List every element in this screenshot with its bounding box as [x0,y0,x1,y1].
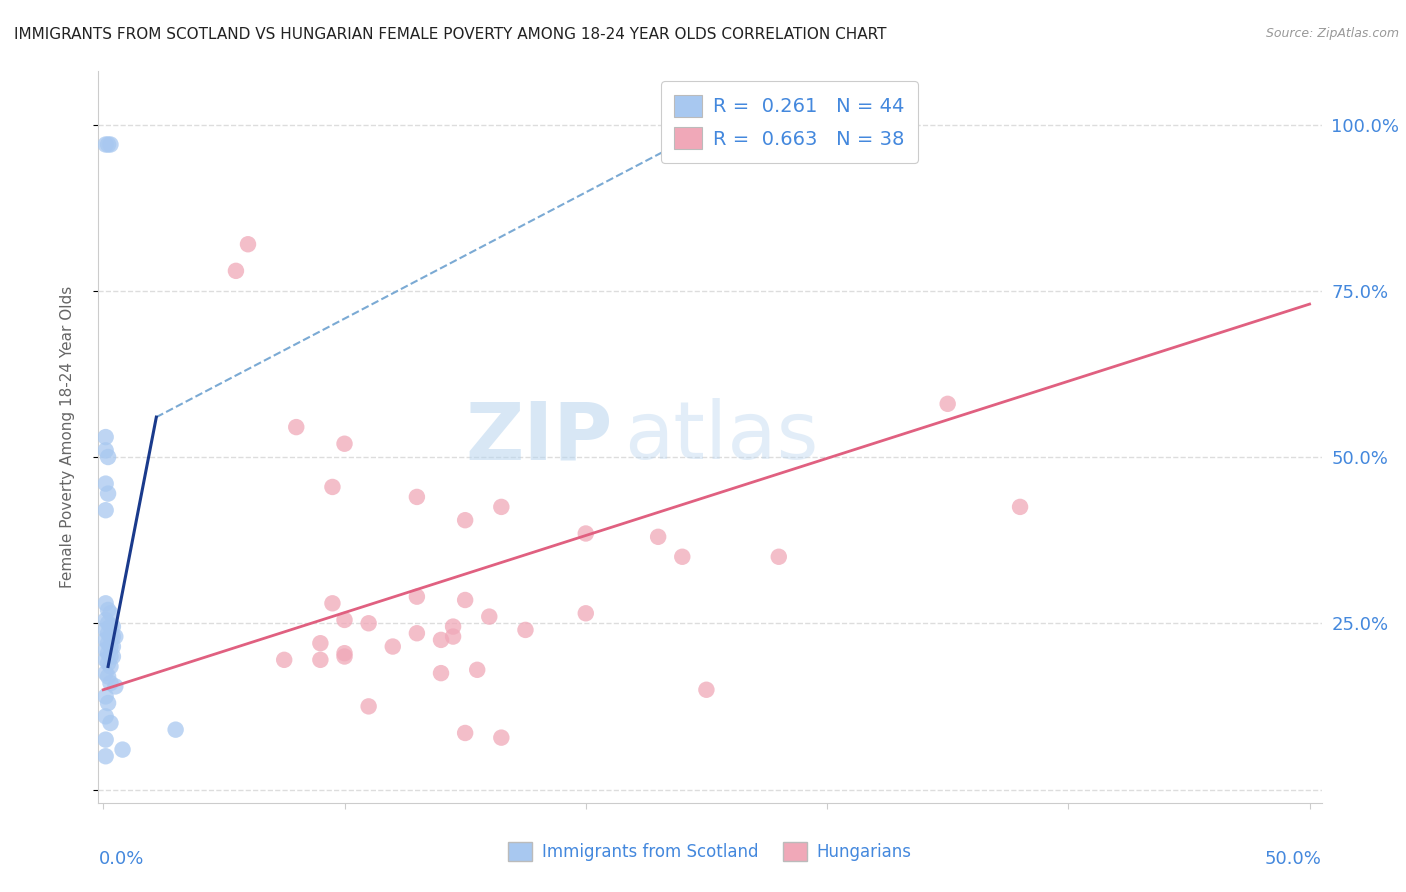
Point [225,264,247,278]
Point [94,613,117,627]
Text: 50.0%: 50.0% [1265,850,1322,868]
Point [100,640,122,654]
Point [104,680,127,694]
Point [768,549,790,564]
Point [491,731,513,745]
Point [441,630,464,644]
Point [97,669,120,683]
Text: ZIP: ZIP [465,398,612,476]
Point [381,640,404,654]
Point [309,636,332,650]
Point [94,623,117,637]
Point [491,500,513,514]
Point [406,626,429,640]
Point [671,549,693,564]
Point [111,742,134,756]
Point [333,436,356,450]
Point [101,619,124,633]
Point [236,237,259,252]
Point [94,596,117,610]
Point [94,503,117,517]
Point [333,649,356,664]
Point [309,653,332,667]
Point [454,593,477,607]
Point [100,630,122,644]
Point [97,636,120,650]
Point [515,623,537,637]
Point [94,430,117,444]
Point [94,653,117,667]
Point [575,526,598,541]
Y-axis label: Female Poverty Among 18-24 Year Olds: Female Poverty Among 18-24 Year Olds [60,286,75,588]
Point [97,486,120,500]
Point [936,397,959,411]
Text: atlas: atlas [624,398,818,476]
Text: 0.0%: 0.0% [98,850,143,868]
Point [94,732,117,747]
Point [1010,500,1032,514]
Point [333,613,356,627]
Point [94,632,117,647]
Point [321,480,343,494]
Point [441,619,464,633]
Point [430,632,453,647]
Point [285,420,308,434]
Point [454,513,477,527]
Point [94,476,117,491]
Point [333,646,356,660]
Point [165,723,187,737]
Point [454,726,477,740]
Legend: Immigrants from Scotland, Hungarians: Immigrants from Scotland, Hungarians [502,835,918,868]
Point [94,443,117,458]
Point [101,649,124,664]
Point [100,137,122,152]
Point [97,616,120,631]
Point [100,659,122,673]
Point [104,630,127,644]
Point [94,709,117,723]
Point [100,619,122,633]
Point [100,607,122,621]
Point [465,663,488,677]
Point [647,530,669,544]
Point [357,616,380,631]
Point [100,676,122,690]
Text: Source: ZipAtlas.com: Source: ZipAtlas.com [1265,27,1399,40]
Point [695,682,717,697]
Point [97,450,120,464]
Point [94,690,117,704]
Point [97,696,120,710]
Point [97,137,120,152]
Point [357,699,380,714]
Point [94,666,117,681]
Point [478,609,501,624]
Point [430,666,453,681]
Point [97,626,120,640]
Point [101,630,124,644]
Point [406,490,429,504]
Text: IMMIGRANTS FROM SCOTLAND VS HUNGARIAN FEMALE POVERTY AMONG 18-24 YEAR OLDS CORRE: IMMIGRANTS FROM SCOTLAND VS HUNGARIAN FE… [14,27,887,42]
Point [575,607,598,621]
Point [406,590,429,604]
Point [97,656,120,670]
Point [101,640,124,654]
Point [100,649,122,664]
Point [100,716,122,731]
Point [94,643,117,657]
Point [321,596,343,610]
Point [94,749,117,764]
Point [273,653,295,667]
Point [97,603,120,617]
Point [94,137,117,152]
Point [97,646,120,660]
